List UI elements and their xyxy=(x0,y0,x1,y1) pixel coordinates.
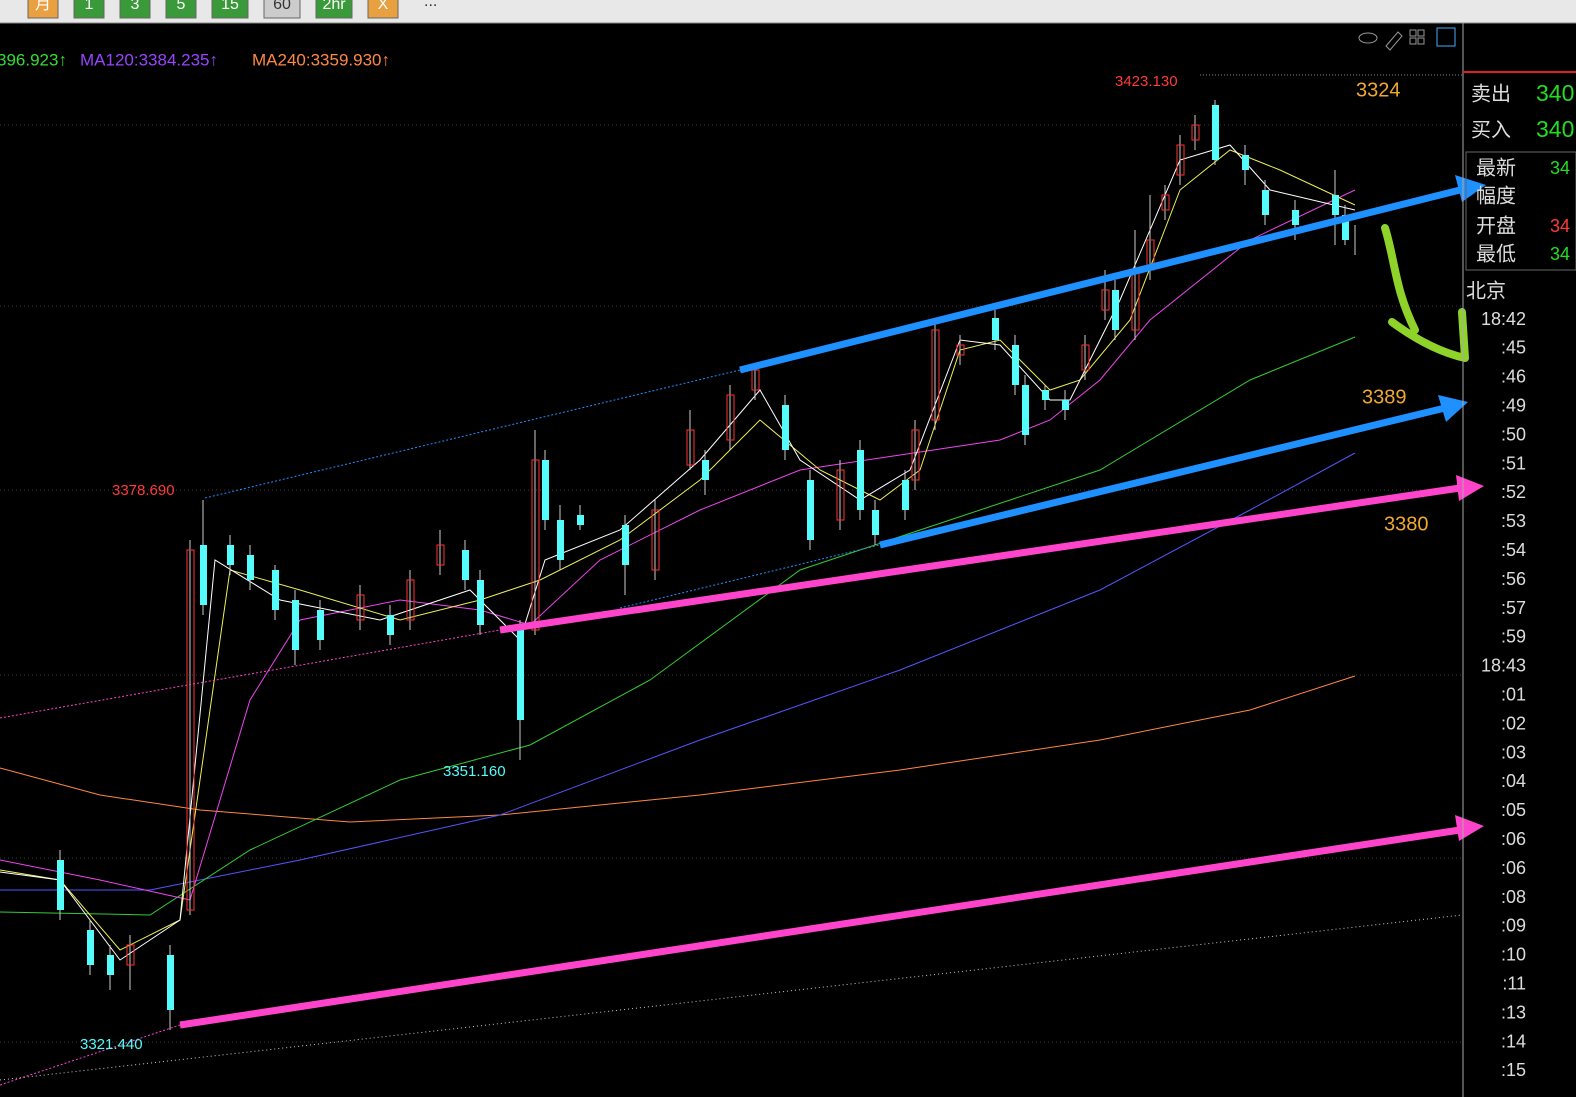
time-label: :04 xyxy=(1501,771,1526,791)
time-label: :57 xyxy=(1501,598,1526,618)
time-panel-title: 北京 xyxy=(1466,279,1506,302)
toolbar-button[interactable]: 5 xyxy=(165,0,197,19)
toolbar-button[interactable]: 15 xyxy=(211,0,249,19)
time-label: :54 xyxy=(1501,540,1526,560)
annotation: 3380 xyxy=(1384,513,1429,535)
time-label: :46 xyxy=(1501,367,1526,387)
time-label: :49 xyxy=(1501,395,1526,415)
high-price-label: 3423.130 xyxy=(1115,73,1178,90)
quote-value: 34 xyxy=(1550,244,1570,264)
time-label: 18:42 xyxy=(1481,309,1526,329)
quote-label: 开盘 xyxy=(1476,214,1516,237)
button-label: 3 xyxy=(131,0,140,13)
button-label: X xyxy=(378,0,389,13)
trend-lines xyxy=(0,175,1486,1086)
time-label: :02 xyxy=(1501,713,1526,733)
time-label: 18:43 xyxy=(1481,656,1526,676)
button-bg xyxy=(27,0,59,19)
time-label: :06 xyxy=(1501,829,1526,849)
low-price-label: 3321.440 xyxy=(80,1036,143,1053)
time-label: :09 xyxy=(1501,916,1526,936)
button-label: 2hr xyxy=(322,0,346,13)
quote-label: 买入 xyxy=(1471,119,1511,141)
time-label: :11 xyxy=(1502,973,1526,993)
toolbar-button[interactable]: 60 xyxy=(263,0,301,19)
quote-label: 幅度 xyxy=(1476,184,1516,207)
time-label: :06 xyxy=(1501,858,1526,878)
window-icons xyxy=(1358,27,1456,51)
quote-value: 34 xyxy=(1550,216,1570,236)
time-label: :45 xyxy=(1501,338,1526,358)
time-label: :59 xyxy=(1501,627,1526,647)
time-list: 18:42 :45 :46 :49 :50 :51 :52 :53 :54 :56 :57 :59 18… xyxy=(1481,309,1526,1080)
time-label: :15 xyxy=(1501,1060,1526,1080)
quote-value: 34 xyxy=(1550,158,1570,178)
toolbar-button[interactable]: 3 xyxy=(119,0,151,19)
price-label: 3351.160 xyxy=(443,763,506,780)
button-bg xyxy=(367,0,399,19)
button-bg xyxy=(315,0,353,19)
moving-averages xyxy=(0,144,1356,961)
ma-legend-entry: 396.923↑ xyxy=(0,50,67,69)
button-label: 1 xyxy=(85,0,94,13)
toolbar-buttons: 月 1 3 5 15 60 2hr X... xyxy=(27,0,437,19)
quote-label: 最低 xyxy=(1476,242,1516,265)
toolbar-more: ... xyxy=(424,0,437,10)
quote-label: 最新 xyxy=(1476,156,1516,179)
time-label: :56 xyxy=(1501,569,1526,589)
quote-box xyxy=(1465,151,1576,271)
button-bg xyxy=(165,0,197,19)
time-label: :51 xyxy=(1501,453,1526,473)
time-label: :53 xyxy=(1501,511,1526,531)
button-bg xyxy=(119,0,151,19)
button-label: 15 xyxy=(221,0,239,13)
time-label: :52 xyxy=(1501,482,1526,502)
toolbar-button[interactable]: 2hr xyxy=(315,0,353,19)
time-label: :50 xyxy=(1501,424,1526,444)
annotation: 3389 xyxy=(1362,386,1407,408)
time-label: :03 xyxy=(1501,742,1526,762)
time-label: :13 xyxy=(1501,1002,1526,1022)
toolbar-button[interactable]: 月 xyxy=(27,0,59,19)
quote-value: 340 xyxy=(1536,116,1574,142)
grid xyxy=(0,124,1462,1043)
annotation: 3324 xyxy=(1356,79,1401,101)
button-label: 5 xyxy=(177,0,186,13)
button-bg xyxy=(211,0,249,19)
ma-legend-entry: MA240:3359.930↑ xyxy=(252,50,390,69)
toolbar-button[interactable]: X xyxy=(367,0,399,19)
button-label: 60 xyxy=(273,0,291,13)
bullish-candles xyxy=(126,124,1200,966)
price-label: 3378.690 xyxy=(112,482,175,499)
time-label: :10 xyxy=(1501,945,1526,965)
time-label: :14 xyxy=(1501,1031,1526,1051)
time-label: :05 xyxy=(1501,800,1526,820)
quote-label: 卖出 xyxy=(1471,82,1511,105)
button-bg xyxy=(73,0,105,19)
button-bg xyxy=(263,0,301,19)
button-label: 月 xyxy=(35,0,51,13)
toolbar-button[interactable]: 1 xyxy=(73,0,105,19)
quote-value: 340 xyxy=(1536,80,1574,106)
time-label: :08 xyxy=(1501,887,1526,907)
time-label: :01 xyxy=(1501,684,1526,704)
ma-legend-entry: MA120:3384.235↑ xyxy=(80,50,218,69)
